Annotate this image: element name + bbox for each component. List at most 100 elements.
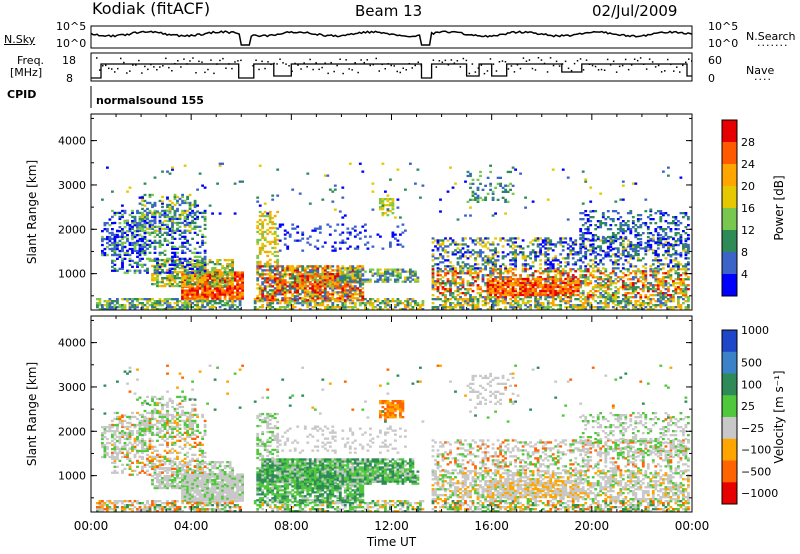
data-cell [366,280,370,283]
data-cell [584,251,588,255]
data-cell [346,274,350,277]
data-cell [677,239,680,242]
data-cell [381,202,385,205]
data-cell [436,267,440,270]
data-cell [586,292,590,295]
data-cell [341,231,345,234]
data-cell [656,239,660,242]
data-cell [161,221,164,225]
data-cell [591,243,595,246]
data-cell [356,274,360,277]
data-cell [156,271,159,274]
data-cell [591,276,595,279]
data-cell [469,265,472,268]
data-cell [341,293,345,296]
data-cell [191,306,194,309]
data-cell [649,239,653,242]
data-cell [574,251,578,254]
data-cell [276,302,280,305]
data-cell [121,232,124,235]
data-cell [226,304,229,307]
data-cell [141,298,144,301]
data-cell [128,269,132,272]
data-cell [589,249,593,252]
data-cell [201,304,204,307]
data-cell [489,272,492,275]
data-cell [521,268,525,271]
data-cell [138,259,142,262]
data-cell [391,233,395,236]
data-cell [256,265,260,268]
data-cell [586,278,590,281]
data-cell [511,304,515,307]
data-cell [616,259,620,262]
data-cell [276,277,280,280]
data-cell [454,274,457,277]
data-cell [491,287,495,291]
data-cell [151,277,154,280]
data-cell [444,290,447,293]
data-cell [626,251,630,254]
data-cell [168,267,172,270]
data-cell [579,237,583,241]
data-cell [203,227,207,230]
data-cell [206,287,209,290]
data-cell [539,304,542,307]
data-cell [308,269,312,272]
data-cell [439,282,442,285]
data-cell [293,299,297,302]
data-cell [629,302,633,305]
data-cell [677,298,680,301]
data-cell [113,253,117,257]
data-cell [326,267,330,270]
data-cell [188,193,192,197]
data-cell [456,251,460,254]
data-cell [376,268,380,271]
data-cell [361,283,365,286]
data-cell [146,201,149,205]
data-cell [614,267,618,270]
data-cell [153,308,157,311]
data-cell [669,300,673,303]
data-cell [646,298,650,301]
data-cell [106,241,109,245]
data-cell [439,255,442,258]
data-cell [356,287,360,290]
data-cell [341,308,345,311]
data-cell [464,265,467,268]
data-cell [298,308,302,311]
data-cell [621,280,625,283]
data-cell [208,289,212,292]
data-cell [361,267,365,270]
data-cell [486,284,490,287]
data-cell [308,308,312,311]
data-cell [619,257,623,260]
data-cell [471,308,475,311]
data-cell [203,306,207,309]
data-cell [511,272,515,275]
data-cell [133,220,137,223]
data-cell [571,289,575,293]
data-cell [621,300,625,303]
data-cell [321,281,325,284]
data-cell [569,300,573,303]
data-cell [261,248,265,252]
data-cell [609,298,613,301]
data-cell [266,302,270,305]
data-cell [599,302,603,305]
data-cell [634,270,638,273]
data-cell [504,265,507,268]
data-cell [364,302,367,305]
data-cell [176,263,179,266]
data-cell [233,277,237,280]
data-cell [131,249,134,252]
data-cell [586,239,590,242]
data-cell [524,289,527,293]
data-cell [123,221,127,225]
data-cell [158,225,162,228]
data-cell [158,263,162,266]
data-cell [353,267,357,270]
data-cell [191,302,194,305]
data-cell [529,306,532,309]
data-cell [303,293,307,296]
